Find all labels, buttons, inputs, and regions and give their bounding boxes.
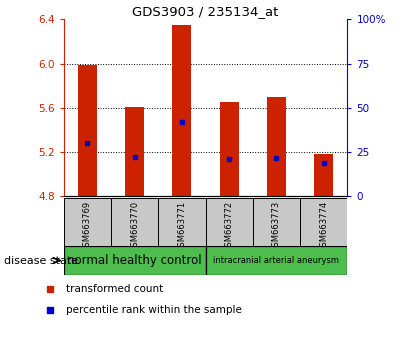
Bar — [172, 25, 191, 196]
Text: GSM663773: GSM663773 — [272, 201, 281, 252]
Text: percentile rank within the sample: percentile rank within the sample — [66, 306, 242, 315]
Bar — [314, 154, 333, 196]
Bar — [267, 97, 286, 196]
Text: intracranial arterial aneurysm: intracranial arterial aneurysm — [213, 256, 339, 265]
Bar — [206, 198, 253, 246]
Bar — [64, 246, 206, 275]
Bar — [125, 107, 144, 196]
Text: GSM663770: GSM663770 — [130, 201, 139, 252]
Title: GDS3903 / 235134_at: GDS3903 / 235134_at — [132, 5, 279, 18]
Text: normal healthy control: normal healthy control — [67, 254, 202, 267]
Bar — [219, 102, 238, 196]
Text: GSM663772: GSM663772 — [225, 201, 233, 252]
Bar — [111, 198, 158, 246]
Bar — [253, 198, 300, 246]
Bar — [206, 246, 347, 275]
Bar — [158, 198, 206, 246]
Bar — [64, 198, 111, 246]
Bar — [300, 198, 347, 246]
Text: GSM663769: GSM663769 — [83, 201, 92, 252]
Text: GSM663774: GSM663774 — [319, 201, 328, 252]
Text: GSM663771: GSM663771 — [178, 201, 186, 252]
Bar — [78, 65, 97, 196]
Text: disease state: disease state — [4, 256, 78, 266]
Text: transformed count: transformed count — [66, 284, 163, 294]
